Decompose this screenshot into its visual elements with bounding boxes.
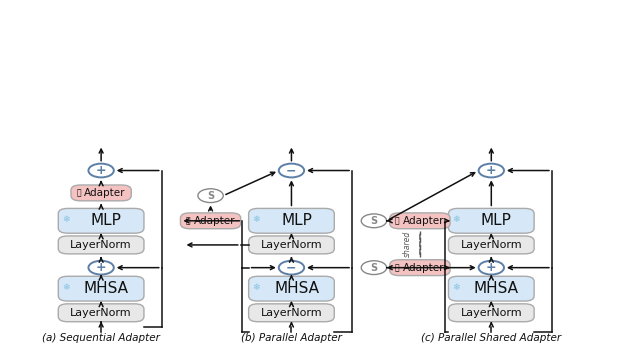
FancyBboxPatch shape [449, 208, 534, 233]
Text: S: S [371, 262, 378, 273]
Text: Adapter: Adapter [403, 216, 445, 226]
FancyBboxPatch shape [58, 208, 144, 233]
FancyBboxPatch shape [58, 276, 144, 301]
Circle shape [361, 214, 387, 228]
FancyBboxPatch shape [449, 304, 534, 322]
Text: LayerNorm: LayerNorm [260, 240, 323, 250]
Text: LayerNorm: LayerNorm [461, 240, 522, 250]
FancyBboxPatch shape [58, 236, 144, 254]
Text: +: + [486, 261, 497, 274]
Text: LayerNorm: LayerNorm [461, 308, 522, 318]
Text: 🔥: 🔥 [76, 188, 81, 197]
Circle shape [479, 261, 504, 274]
Text: ❄: ❄ [452, 215, 460, 224]
FancyBboxPatch shape [248, 236, 334, 254]
Circle shape [361, 261, 387, 274]
Text: (b) Parallel Adapter: (b) Parallel Adapter [241, 333, 342, 343]
Text: Adapter: Adapter [84, 188, 125, 198]
FancyBboxPatch shape [390, 260, 450, 275]
Text: MHSA: MHSA [274, 281, 319, 296]
Text: Adapter: Adapter [403, 262, 445, 273]
Text: MLP: MLP [281, 213, 312, 228]
FancyBboxPatch shape [390, 213, 450, 229]
FancyBboxPatch shape [449, 276, 534, 301]
Text: +: + [486, 164, 497, 177]
Text: 🔥: 🔥 [395, 216, 400, 225]
Text: MLP: MLP [91, 213, 122, 228]
FancyBboxPatch shape [248, 276, 334, 301]
Circle shape [279, 164, 304, 177]
Text: 🔥: 🔥 [395, 263, 400, 272]
Text: ❄: ❄ [452, 283, 460, 292]
Circle shape [279, 261, 304, 274]
Circle shape [88, 261, 114, 274]
FancyBboxPatch shape [180, 213, 241, 229]
FancyBboxPatch shape [248, 208, 334, 233]
Text: (c) Parallel Shared Adapter: (c) Parallel Shared Adapter [421, 333, 561, 343]
Text: +: + [96, 261, 106, 274]
Text: ❄: ❄ [62, 283, 70, 292]
Text: ❄: ❄ [62, 215, 70, 224]
Text: S: S [207, 191, 214, 201]
Text: MLP: MLP [481, 213, 512, 228]
Text: S: S [371, 216, 378, 226]
Circle shape [479, 164, 504, 177]
Text: ❄: ❄ [253, 283, 260, 292]
Text: LayerNorm: LayerNorm [70, 240, 132, 250]
Text: −: − [286, 261, 297, 274]
Text: LayerNorm: LayerNorm [260, 308, 323, 318]
Text: +: + [96, 164, 106, 177]
Text: (a) Sequential Adapter: (a) Sequential Adapter [42, 333, 160, 343]
Text: −: − [286, 164, 297, 177]
Text: Adapter: Adapter [194, 216, 235, 226]
Text: 🔥: 🔥 [186, 216, 190, 225]
FancyBboxPatch shape [248, 304, 334, 322]
FancyBboxPatch shape [449, 236, 534, 254]
Circle shape [198, 189, 223, 203]
Text: ❄: ❄ [253, 215, 260, 224]
Circle shape [88, 164, 114, 177]
Text: MHSA: MHSA [84, 281, 129, 296]
FancyBboxPatch shape [58, 304, 144, 322]
Text: LayerNorm: LayerNorm [70, 308, 132, 318]
Text: shared: shared [403, 231, 412, 257]
FancyBboxPatch shape [71, 185, 131, 201]
Text: MHSA: MHSA [474, 281, 519, 296]
